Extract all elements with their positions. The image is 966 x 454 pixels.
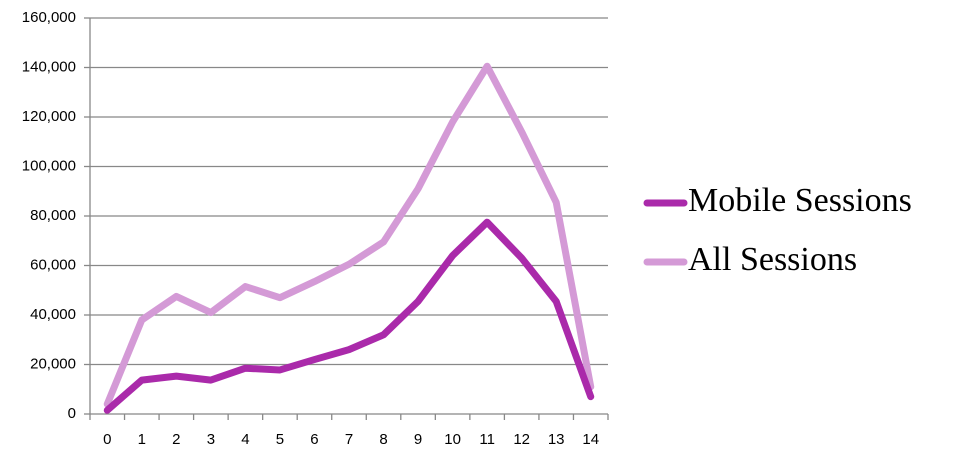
x-tick-label: 11 xyxy=(479,431,495,448)
y-tick-label: 100,000 xyxy=(22,157,76,174)
x-tick-label: 10 xyxy=(444,431,461,448)
y-tick-label: 140,000 xyxy=(22,58,76,75)
x-tick-label: 5 xyxy=(276,431,284,448)
y-tick-label: 80,000 xyxy=(30,207,76,224)
x-tick-label: 1 xyxy=(138,431,146,448)
legend-label: All Sessions xyxy=(688,241,857,278)
x-tick-label: 4 xyxy=(241,431,249,448)
y-tick-label: 60,000 xyxy=(30,256,76,273)
x-tick-label: 7 xyxy=(345,431,353,448)
series-line xyxy=(103,62,595,408)
x-tick-label: 3 xyxy=(207,431,215,448)
y-tick-label: 40,000 xyxy=(30,306,76,323)
x-tick-label: 12 xyxy=(513,431,530,448)
series-line xyxy=(103,218,595,414)
y-tick-label: 20,000 xyxy=(30,355,76,372)
x-tick-label: 6 xyxy=(310,431,318,448)
legend-label: Mobile Sessions xyxy=(688,182,912,219)
y-tick-label: 160,000 xyxy=(22,9,76,26)
x-tick-label: 8 xyxy=(379,431,387,448)
y-tick-label: 0 xyxy=(68,405,76,422)
y-tick-label: 120,000 xyxy=(22,108,76,125)
x-tick-label: 13 xyxy=(548,431,565,448)
x-tick-label: 0 xyxy=(103,431,111,448)
x-tick-label: 9 xyxy=(414,431,422,448)
x-tick-label: 14 xyxy=(582,431,599,448)
x-tick-label: 2 xyxy=(172,431,180,448)
